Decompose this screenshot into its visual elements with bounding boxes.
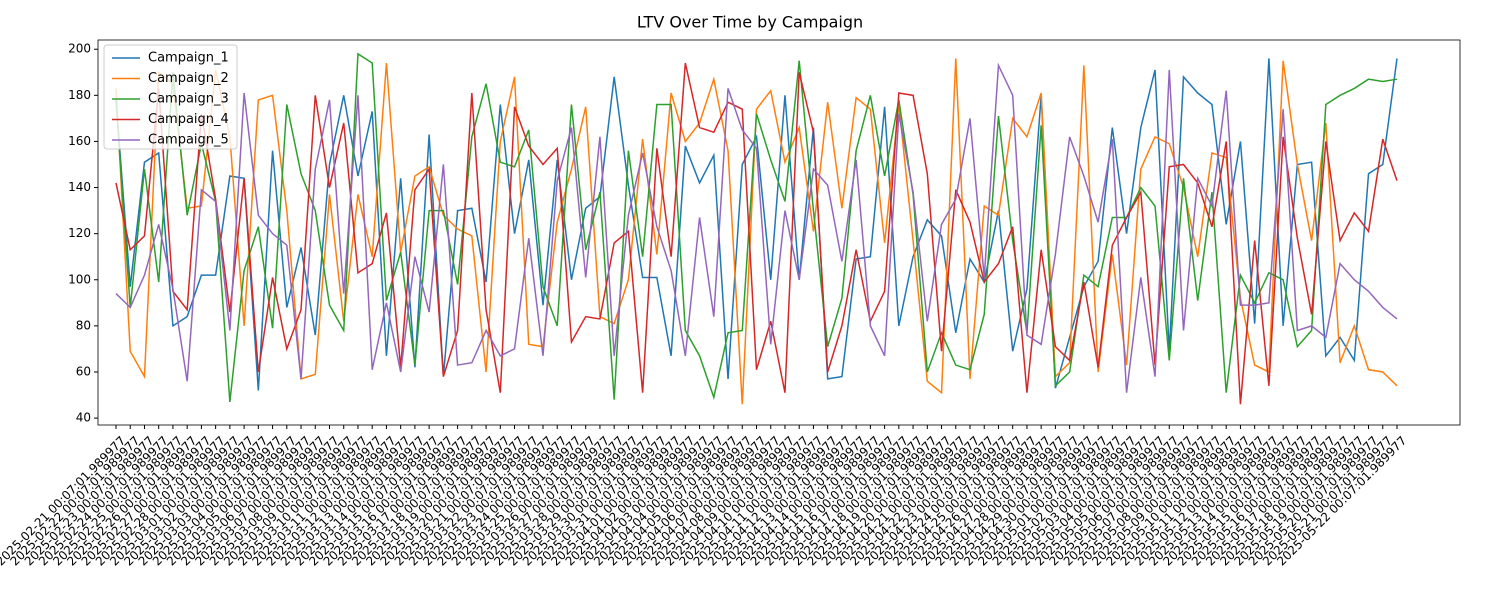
legend-label: Campaign_1	[148, 51, 229, 66]
series-line	[115, 58, 1398, 405]
y-tick-label: 200	[68, 42, 91, 56]
series-line	[115, 62, 1398, 405]
y-tick-label: 60	[76, 364, 91, 378]
y-tick-label: 180	[68, 88, 91, 102]
plot-frame	[97, 39, 1461, 426]
y-tick-label: 80	[76, 318, 91, 332]
y-tick-label: 40	[76, 411, 91, 425]
y-tick-label: 160	[68, 134, 91, 148]
legend-label: Campaign_2	[148, 71, 229, 86]
y-tick-label: 140	[68, 180, 91, 194]
chart-title: LTV Over Time by Campaign	[637, 13, 863, 32]
series-line	[115, 52, 1398, 403]
series-line	[115, 58, 1398, 391]
legend-box	[103, 44, 238, 150]
legend-label: Campaign_3	[148, 92, 229, 107]
series-line	[115, 62, 1398, 393]
legend-label: Campaign_4	[148, 112, 229, 127]
y-tick-label: 100	[68, 272, 91, 286]
legend-label: Campaign_5	[148, 133, 229, 148]
y-tick-label: 120	[68, 226, 91, 240]
